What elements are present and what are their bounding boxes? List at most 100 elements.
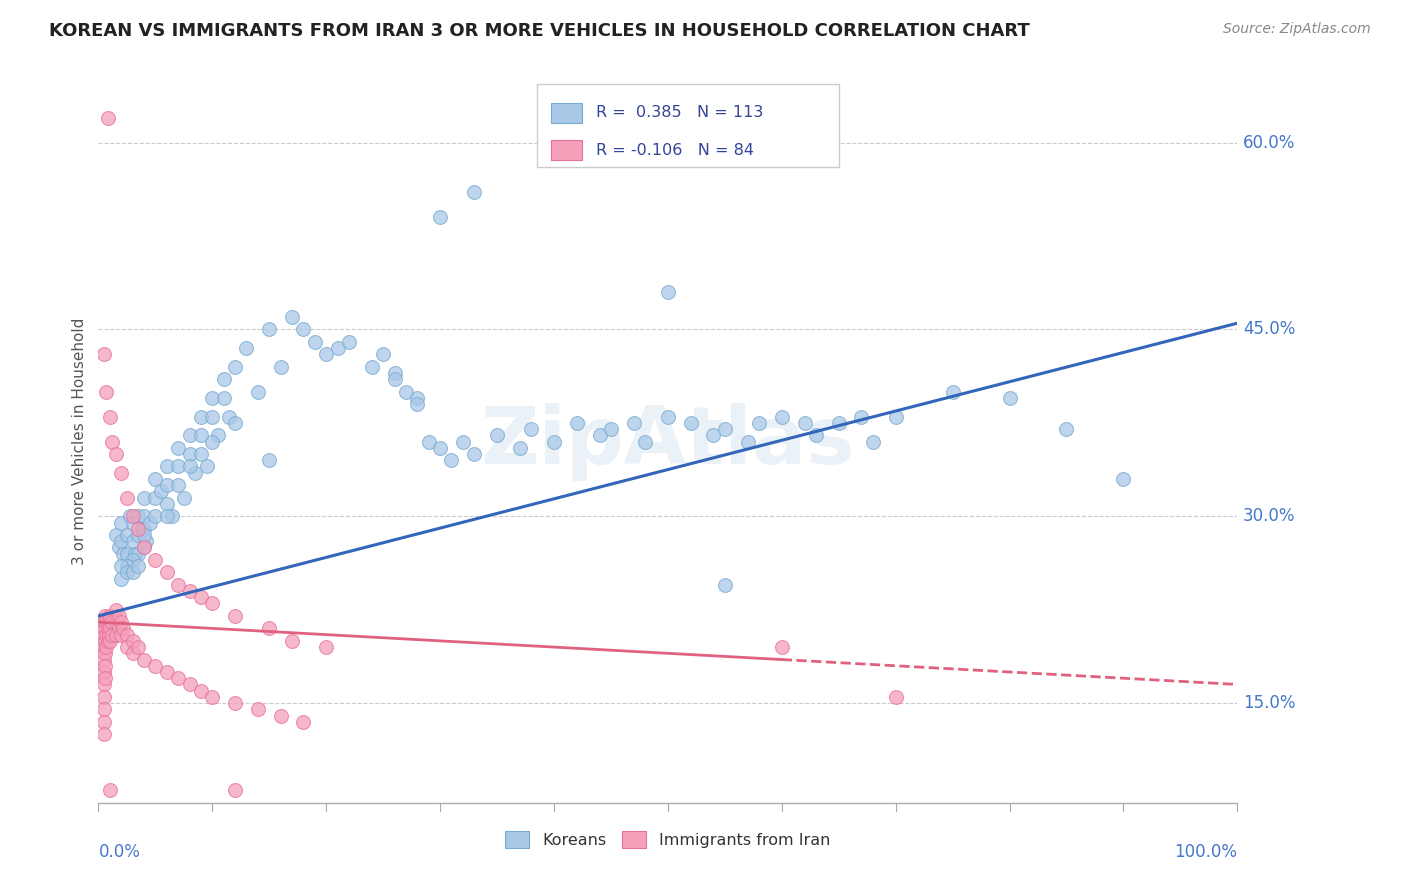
Point: [201, 391, 224, 405]
Point: [104, 627, 127, 641]
Point: [657, 285, 679, 299]
Point: [132, 528, 155, 542]
Point: [679, 416, 702, 430]
Text: ZipAtlas: ZipAtlas: [481, 402, 855, 481]
Point: [588, 428, 610, 442]
Point: [463, 186, 485, 200]
Point: [110, 466, 132, 480]
Point: [101, 434, 124, 449]
Point: [259, 453, 281, 467]
Point: [97, 615, 120, 630]
Point: [304, 334, 326, 349]
Point: [104, 603, 127, 617]
Point: [108, 621, 131, 635]
Point: [463, 447, 485, 461]
Point: [127, 528, 149, 542]
Point: [93, 714, 115, 729]
Point: [96, 111, 118, 125]
Point: [384, 372, 406, 386]
Point: [224, 416, 246, 430]
Point: [104, 447, 127, 461]
Point: [167, 478, 190, 492]
Text: KOREAN VS IMMIGRANTS FROM IRAN 3 OR MORE VEHICLES IN HOUSEHOLD CORRELATION CHART: KOREAN VS IMMIGRANTS FROM IRAN 3 OR MORE…: [49, 22, 1031, 40]
Point: [246, 384, 269, 399]
Point: [127, 522, 149, 536]
Point: [121, 553, 143, 567]
Point: [623, 416, 645, 430]
Point: [145, 509, 167, 524]
Point: [93, 640, 115, 654]
Text: 60.0%: 60.0%: [1243, 134, 1295, 152]
Point: [131, 522, 153, 536]
Point: [93, 677, 115, 691]
Point: [360, 359, 382, 374]
Point: [440, 453, 463, 467]
Point: [167, 671, 190, 685]
Point: [406, 391, 429, 405]
Point: [190, 447, 212, 461]
Point: [292, 322, 315, 336]
Point: [167, 578, 190, 592]
Point: [337, 334, 360, 349]
FancyBboxPatch shape: [551, 103, 582, 123]
Point: [110, 615, 132, 630]
Point: [98, 621, 121, 635]
Point: [326, 341, 349, 355]
Point: [998, 391, 1021, 405]
Point: [600, 422, 623, 436]
Point: [1054, 422, 1078, 436]
Point: [212, 391, 235, 405]
Point: [108, 541, 131, 555]
Text: 0.0%: 0.0%: [98, 843, 141, 861]
Point: [793, 416, 815, 430]
FancyBboxPatch shape: [537, 84, 839, 167]
Point: [121, 516, 143, 530]
Point: [156, 665, 179, 679]
Point: [162, 509, 184, 524]
Point: [201, 690, 224, 704]
Point: [98, 783, 121, 797]
Point: [259, 621, 281, 635]
Point: [94, 609, 117, 624]
Point: [315, 640, 337, 654]
Legend: Koreans, Immigrants from Iran: Koreans, Immigrants from Iran: [501, 827, 835, 853]
Point: [145, 491, 167, 505]
Point: [93, 615, 115, 630]
Point: [156, 509, 179, 524]
Point: [429, 441, 451, 455]
Point: [770, 640, 793, 654]
Point: [224, 609, 246, 624]
Point: [104, 615, 127, 630]
Y-axis label: 3 or more Vehicles in Household: 3 or more Vehicles in Household: [72, 318, 87, 566]
Point: [218, 409, 240, 424]
Point: [115, 566, 138, 580]
Point: [121, 633, 143, 648]
Point: [115, 491, 138, 505]
Point: [770, 409, 793, 424]
Point: [702, 428, 724, 442]
Point: [224, 359, 246, 374]
Point: [104, 528, 127, 542]
Point: [371, 347, 394, 361]
Point: [270, 359, 292, 374]
Point: [486, 428, 509, 442]
Point: [132, 491, 155, 505]
Point: [96, 627, 118, 641]
Point: [804, 428, 827, 442]
Point: [121, 509, 143, 524]
Point: [246, 702, 269, 716]
Point: [93, 347, 115, 361]
Point: [207, 428, 229, 442]
Point: [384, 366, 406, 380]
Text: 100.0%: 100.0%: [1174, 843, 1237, 861]
Text: R =  0.385   N = 113: R = 0.385 N = 113: [596, 105, 763, 120]
Point: [451, 434, 474, 449]
Point: [190, 428, 212, 442]
Point: [121, 534, 143, 549]
Point: [1112, 472, 1135, 486]
Point: [235, 341, 257, 355]
Point: [115, 640, 138, 654]
Point: [93, 652, 115, 666]
Point: [127, 547, 149, 561]
Point: [942, 384, 965, 399]
